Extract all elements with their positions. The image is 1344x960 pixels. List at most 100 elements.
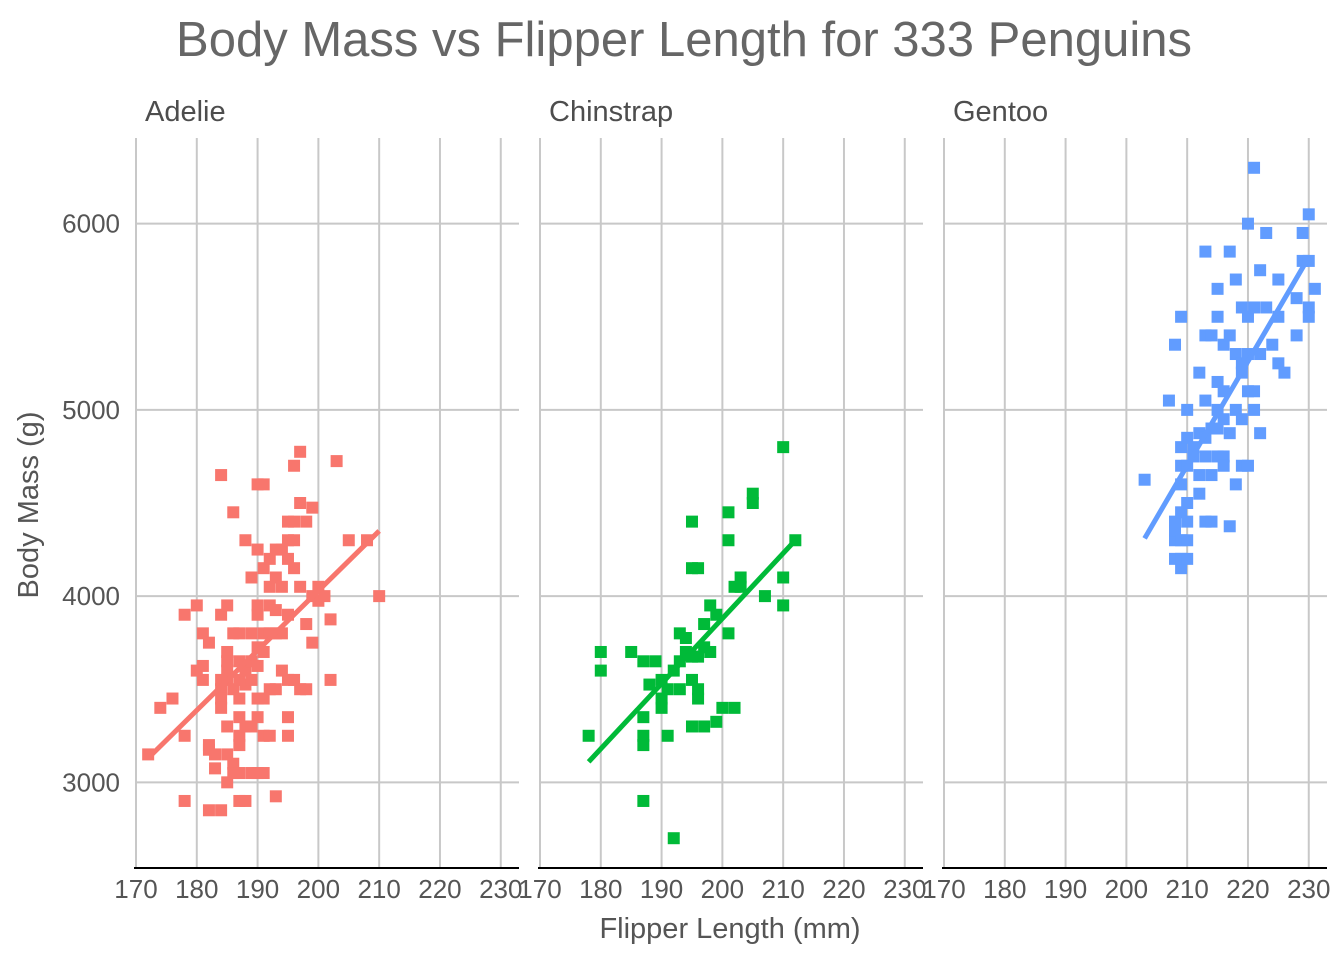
data-point [196,673,209,686]
data-point [288,459,301,472]
data-point [1181,552,1194,565]
chart-title: Body Mass vs Flipper Length for 333 Peng… [176,13,1192,67]
data-point [1205,469,1218,482]
data-point [685,515,698,528]
data-point [221,645,234,658]
data-point [1217,338,1230,351]
data-point [1254,264,1267,277]
data-point [667,832,680,845]
data-point [221,599,234,612]
data-point [722,627,735,640]
data-point [704,599,717,612]
facet-panel-adelie: Adelie 170 180 190 200 210 220 230 [114,96,522,904]
data-point [1217,459,1230,472]
x-tick-label: 220 [822,874,865,904]
data-points [582,441,802,845]
data-point [698,720,711,733]
data-point [1175,441,1188,454]
data-point [673,683,686,696]
data-point [196,659,209,672]
data-point [306,501,319,514]
data-point [777,571,790,584]
y-tick-label: 5000 [62,395,120,425]
data-point [1175,310,1188,323]
data-point [777,599,790,612]
data-point [227,506,240,519]
data-point [202,804,215,817]
data-point [1241,459,1254,472]
data-point [594,645,607,658]
data-point [1181,403,1194,416]
data-point [1211,375,1224,388]
x-tick-label: 180 [175,874,218,904]
data-point [288,534,301,547]
data-point [1217,413,1230,426]
data-point [655,692,668,705]
data-point [692,692,705,705]
data-point [342,534,355,547]
x-tick-label: 190 [1044,874,1087,904]
trend-line [586,538,798,764]
data-point [251,692,264,705]
data-point [1260,301,1273,314]
data-point [637,711,650,724]
data-point [209,762,222,775]
data-point [692,562,705,575]
data-point [166,692,179,705]
data-point [746,497,759,509]
data-point [275,580,288,593]
data-point [1181,515,1194,528]
data-point [324,673,337,686]
data-point [245,720,258,733]
data-point [692,683,705,696]
data-point [1199,245,1212,258]
y-tick-label: 3000 [62,767,120,797]
data-point [263,580,276,593]
data-point [1193,366,1206,379]
data-point [1290,329,1303,342]
data-point [655,701,668,714]
data-point [1296,254,1309,267]
data-point [300,515,313,528]
data-point [178,608,191,621]
x-tick-label: 220 [418,874,461,904]
data-point [1254,348,1267,361]
data-point [1302,208,1315,221]
data-point [661,683,674,696]
data-point [288,673,301,686]
data-point [710,715,723,728]
data-point [239,534,252,547]
data-point [251,608,264,621]
data-point [251,478,264,491]
data-point [300,683,313,696]
x-tick-label: 170 [114,874,157,904]
data-point [1181,497,1194,509]
data-point [288,515,301,528]
data-point [1278,366,1291,379]
data-point [1199,450,1212,463]
data-point [734,580,747,593]
data-point [269,571,282,584]
data-point [269,790,282,803]
data-point [728,701,741,714]
data-point [1235,413,1248,426]
data-point [692,650,705,663]
data-point [1223,520,1236,533]
x-tick-label: 230 [479,874,522,904]
data-point [1223,245,1236,258]
data-point [1241,217,1254,230]
data-point [239,794,252,807]
data-point [1235,301,1248,314]
data-point [1229,273,1242,286]
data-point [324,613,337,626]
x-tick-label: 170 [518,874,561,904]
data-point [281,729,294,742]
x-tick-label: 200 [1105,874,1148,904]
data-point [649,655,662,668]
data-point [294,497,307,509]
data-point [288,562,301,575]
data-point [1266,338,1279,351]
data-point [1272,273,1285,286]
x-tick-label: 180 [983,874,1026,904]
